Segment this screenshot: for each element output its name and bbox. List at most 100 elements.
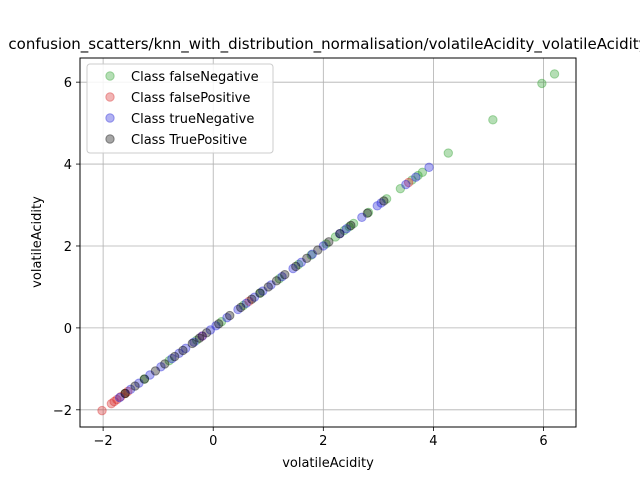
x-tick-label: −2: [94, 434, 113, 449]
data-point: [116, 391, 126, 402]
legend-label: Class falsePositive: [131, 91, 250, 106]
legend-marker: [105, 92, 115, 102]
data-point: [205, 325, 216, 335]
data-point: [109, 396, 119, 407]
data-point: [241, 298, 251, 309]
data-point: [401, 179, 411, 190]
data-point: [197, 331, 207, 341]
y-axis-label: volatileAcidity: [30, 196, 45, 288]
data-point: [537, 78, 547, 89]
data-point: [211, 321, 221, 331]
y-tick-label: −2: [53, 404, 72, 419]
data-point: [192, 335, 202, 345]
data-point: [258, 286, 268, 296]
y-axis-ticks: −2 0 2 4 6: [53, 76, 80, 419]
data-point: [344, 222, 354, 232]
data-point: [362, 208, 373, 218]
data-point: [277, 271, 287, 282]
data-point: [324, 237, 334, 247]
data-point: [306, 250, 316, 260]
data-point: [346, 220, 356, 231]
data-point: [381, 194, 392, 204]
data-point: [376, 198, 386, 208]
data-point: [271, 276, 282, 286]
legend-marker: [105, 113, 115, 123]
data-point: [293, 259, 304, 270]
data-point: [139, 374, 150, 384]
data-point: [216, 317, 227, 327]
series-2: [114, 162, 434, 403]
data-point: [424, 162, 434, 173]
legend-label: Class trueNegative: [131, 112, 254, 127]
data-point: [335, 228, 345, 239]
data-point: [125, 384, 136, 395]
y-tick-label: 4: [64, 158, 72, 173]
data-point: [112, 394, 122, 405]
data-point: [139, 374, 150, 384]
data-point: [339, 225, 349, 236]
data-point: [318, 241, 329, 251]
data-point: [280, 269, 290, 280]
data-point: [330, 232, 341, 242]
series-0: [120, 69, 560, 399]
y-tick-label: 0: [64, 322, 72, 337]
data-point: [169, 351, 180, 362]
data-point: [296, 257, 307, 268]
data-point: [178, 345, 188, 356]
data-point: [238, 300, 249, 311]
series-3: [120, 196, 389, 399]
data-point: [197, 331, 207, 341]
legend-label: Class TruePositive: [131, 133, 247, 148]
data-point: [247, 294, 257, 304]
data-point: [363, 207, 374, 218]
data-point: [372, 201, 382, 211]
data-point: [150, 366, 161, 376]
data-point: [180, 343, 191, 354]
data-point: [134, 378, 144, 388]
data-point: [233, 304, 243, 315]
plot-area-frame: [79, 57, 577, 428]
data-point: [145, 370, 155, 380]
legend-marker: [105, 134, 115, 144]
data-point: [194, 333, 205, 343]
data-point: [313, 245, 323, 255]
data-point: [244, 296, 254, 306]
data-point: [411, 172, 421, 182]
data-point: [255, 288, 265, 298]
x-tick-label: 2: [319, 434, 327, 449]
legend-marker: [105, 71, 115, 81]
chart-title: confusion_scatters/knn_with_distribution…: [8, 35, 640, 54]
data-point: [97, 405, 107, 416]
data-point: [291, 261, 301, 272]
data-point: [379, 196, 389, 206]
data-point: [307, 249, 318, 259]
data-point: [263, 282, 273, 292]
data-point: [187, 338, 198, 349]
data-point: [114, 392, 125, 403]
data-point: [403, 177, 414, 188]
y-tick-label: 6: [64, 76, 72, 91]
data-point: [357, 212, 367, 223]
data-point: [167, 353, 177, 364]
data-point: [130, 381, 140, 391]
data-point: [348, 218, 359, 229]
data-point: [120, 388, 130, 399]
data-points: [97, 69, 560, 416]
x-axis-label: volatileAcidity: [282, 456, 374, 471]
data-point: [335, 228, 345, 239]
data-point: [413, 170, 423, 181]
data-point: [549, 69, 560, 79]
data-point: [120, 388, 130, 399]
data-point: [395, 183, 406, 194]
data-point: [201, 328, 212, 338]
data-point: [160, 359, 170, 369]
data-point: [120, 388, 130, 399]
data-point: [156, 362, 166, 372]
data-point: [288, 263, 298, 274]
data-point: [488, 115, 498, 125]
x-axis-ticks: −2 0 2 4 6: [94, 427, 548, 449]
grid: [80, 58, 576, 427]
legend-box: [86, 63, 274, 154]
x-tick-label: 0: [209, 434, 217, 449]
y-tick-label: 2: [64, 240, 72, 255]
